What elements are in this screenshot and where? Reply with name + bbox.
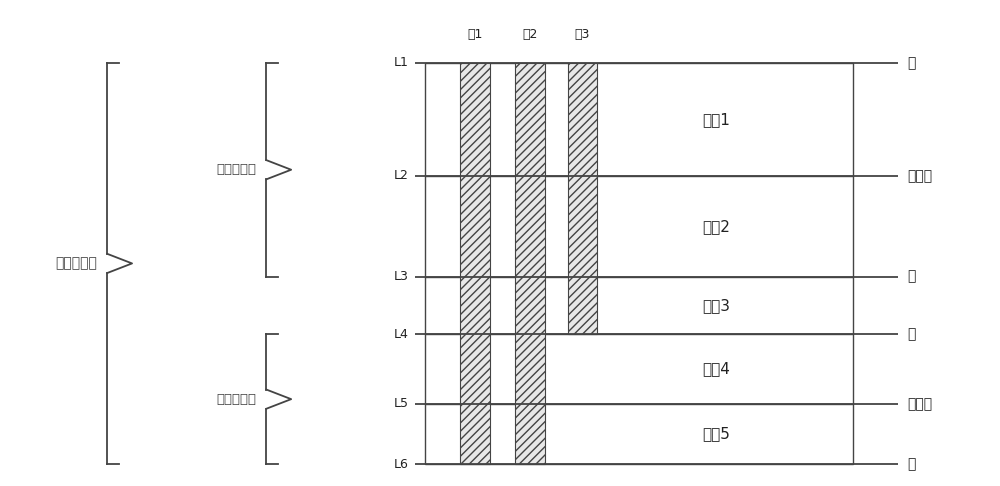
Text: 射频层: 射频层 xyxy=(908,397,933,411)
Text: 儇3: 儇3 xyxy=(575,28,590,41)
Bar xyxy=(568,63,597,334)
Text: 地: 地 xyxy=(908,56,916,70)
Bar xyxy=(515,63,545,464)
Text: L3: L3 xyxy=(394,270,409,283)
Text: L2: L2 xyxy=(394,169,409,182)
Text: 介质4: 介质4 xyxy=(702,362,730,377)
Text: 第一次压合: 第一次压合 xyxy=(216,163,256,176)
Text: L5: L5 xyxy=(394,398,409,411)
Bar xyxy=(425,404,853,464)
Text: 介质2: 介质2 xyxy=(702,219,730,234)
Text: 第一次压合: 第一次压合 xyxy=(216,393,256,406)
Text: 儇2: 儇2 xyxy=(522,28,538,41)
Text: 第二次压合: 第二次压合 xyxy=(55,257,97,270)
Bar xyxy=(460,63,490,464)
Text: 射频层: 射频层 xyxy=(908,169,933,183)
Text: 地: 地 xyxy=(908,457,916,471)
Text: 地: 地 xyxy=(908,270,916,284)
Text: 介质1: 介质1 xyxy=(702,112,730,127)
Bar xyxy=(425,334,853,404)
Text: 介质3: 介质3 xyxy=(702,298,730,313)
Text: L1: L1 xyxy=(394,56,409,69)
Text: L4: L4 xyxy=(394,328,409,341)
Bar xyxy=(425,176,853,277)
Text: 介质5: 介质5 xyxy=(702,427,730,441)
Text: 地: 地 xyxy=(908,327,916,341)
Bar xyxy=(425,277,853,334)
Text: 儇1: 儇1 xyxy=(467,28,483,41)
Text: L6: L6 xyxy=(394,457,409,470)
Bar xyxy=(425,63,853,176)
